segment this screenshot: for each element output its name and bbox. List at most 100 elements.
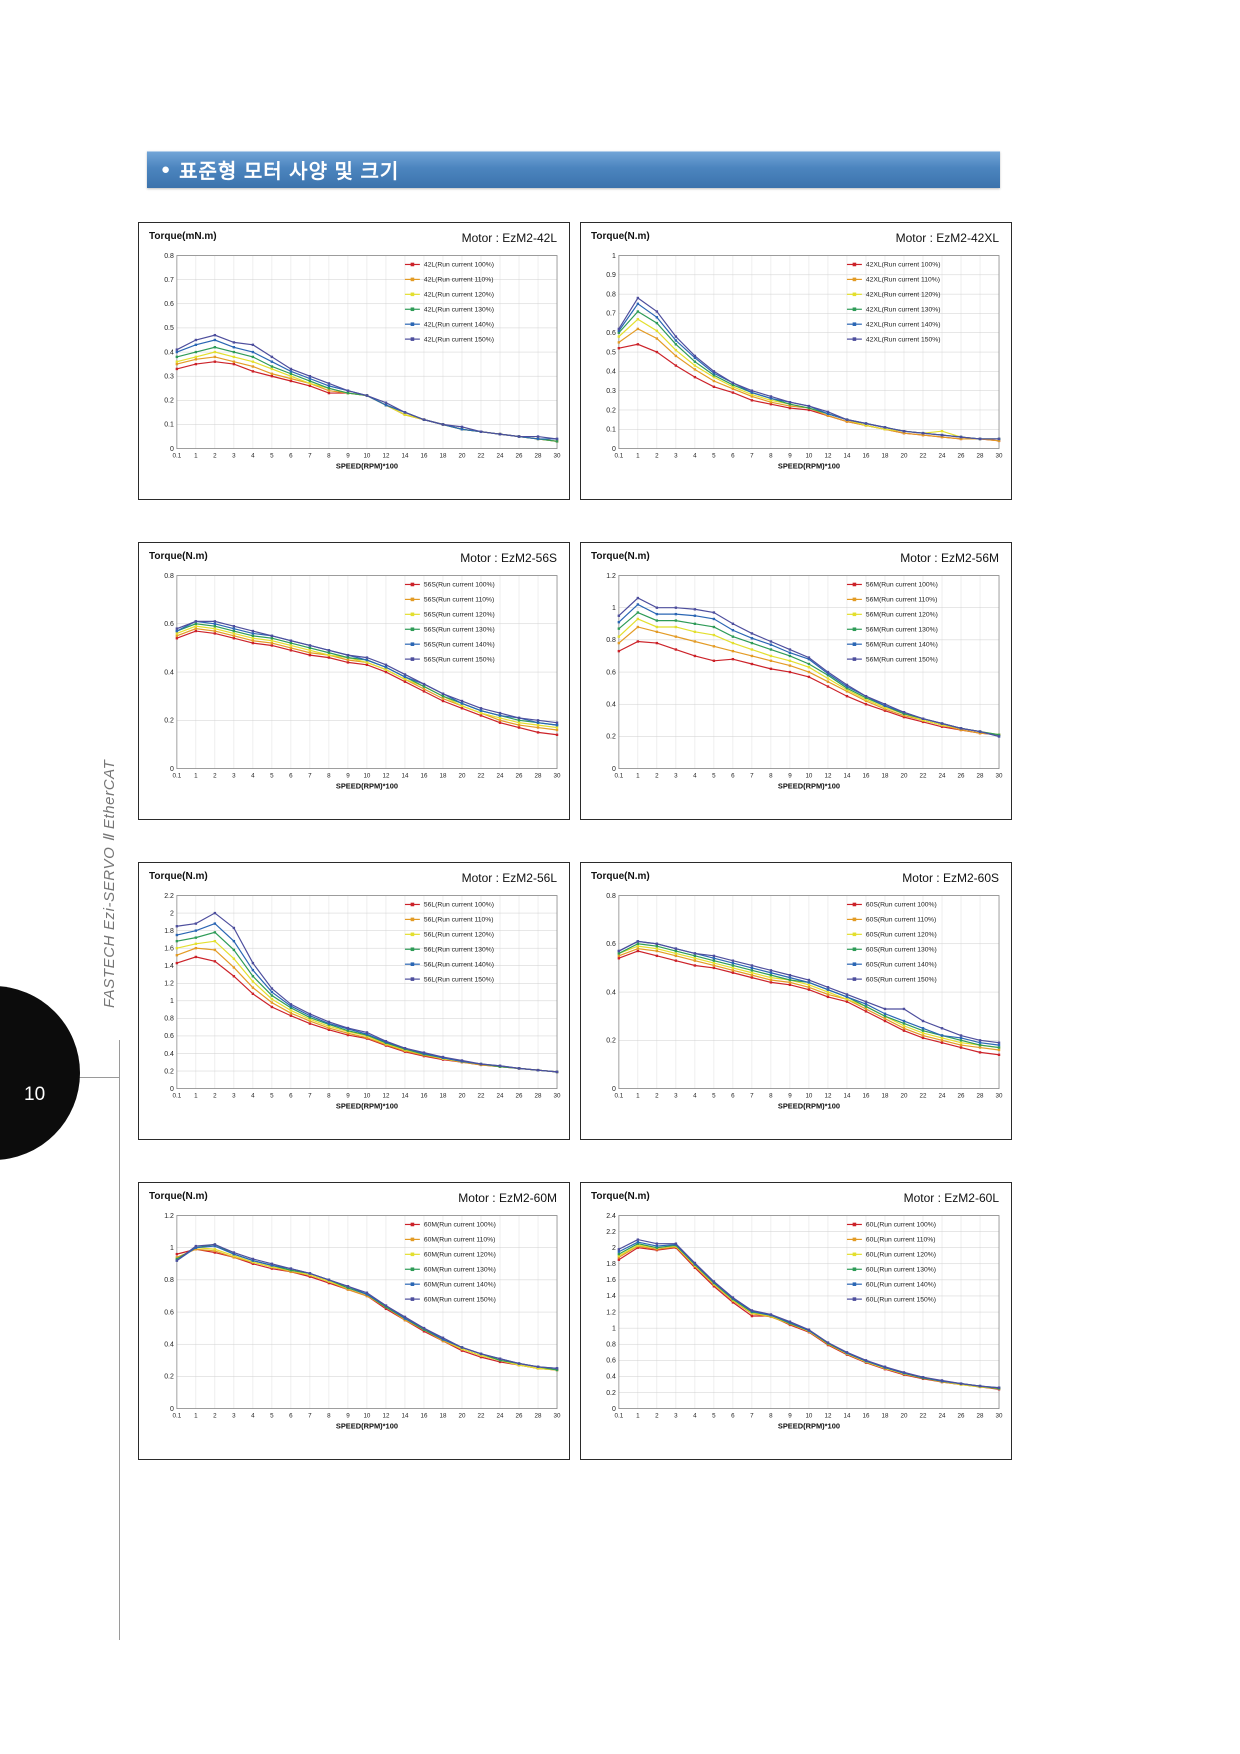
data-point-marker xyxy=(693,952,697,955)
data-point-marker xyxy=(693,364,697,367)
data-point-marker xyxy=(441,1338,445,1341)
x-tick-label: 0.1 xyxy=(615,773,624,780)
data-point-marker xyxy=(655,954,659,958)
data-point-marker xyxy=(731,622,735,625)
data-point-marker xyxy=(902,1019,906,1023)
data-point-marker xyxy=(270,639,274,642)
x-tick-label: 1 xyxy=(636,1413,640,1420)
data-point-marker xyxy=(617,335,621,338)
legend-swatch-marker xyxy=(852,947,857,952)
data-point-marker xyxy=(232,346,236,349)
data-point-marker xyxy=(517,723,521,727)
x-tick-label: 18 xyxy=(440,773,447,780)
x-tick-label: 1 xyxy=(636,1093,640,1100)
data-point-marker xyxy=(194,946,198,950)
y-axis-title: Torque(N.m) xyxy=(149,871,208,882)
chart-title: Motor : EzM2-42L xyxy=(461,231,557,245)
x-tick-label: 8 xyxy=(327,453,331,460)
x-tick-label: 14 xyxy=(401,1093,408,1100)
data-point-marker xyxy=(636,1246,640,1249)
data-point-marker xyxy=(712,617,716,621)
data-point-marker xyxy=(826,993,830,996)
y-axis-title: Torque(N.m) xyxy=(591,551,650,562)
plot-border xyxy=(176,1215,558,1409)
data-point-marker xyxy=(213,922,217,925)
data-point-marker xyxy=(807,983,811,987)
data-point-marker xyxy=(883,1365,887,1368)
data-point-marker xyxy=(213,1248,217,1251)
y-tick-label: 0 xyxy=(170,766,174,773)
data-point-marker xyxy=(845,694,849,698)
x-tick-label: 7 xyxy=(308,1413,312,1420)
data-point-marker xyxy=(479,709,483,712)
legend-swatch-marker xyxy=(410,917,415,922)
data-point-marker xyxy=(788,670,792,674)
x-tick-label: 9 xyxy=(788,1413,792,1420)
data-point-marker xyxy=(674,648,678,651)
data-point-marker xyxy=(997,437,1001,441)
data-point-marker xyxy=(365,1031,369,1034)
legend-label: 60S(Run current 120%) xyxy=(866,932,937,939)
x-tick-label: 1 xyxy=(194,453,198,460)
data-point-marker xyxy=(441,1339,445,1343)
data-point-marker xyxy=(712,1280,716,1283)
data-point-marker xyxy=(308,1019,312,1023)
data-point-marker xyxy=(308,379,312,383)
x-tick-label: 0.1 xyxy=(173,453,182,460)
data-point-marker xyxy=(365,658,369,662)
data-point-marker xyxy=(826,670,830,674)
data-point-marker xyxy=(921,431,925,435)
data-point-marker xyxy=(959,728,963,732)
x-tick-label: 24 xyxy=(497,773,504,780)
data-point-marker xyxy=(517,1067,521,1070)
data-point-marker xyxy=(384,668,388,671)
data-point-marker xyxy=(959,727,963,730)
data-point-marker xyxy=(517,1363,521,1367)
legend-label: 60L(Run current 150%) xyxy=(866,1296,936,1303)
data-point-marker xyxy=(617,1256,621,1259)
x-tick-label: 12 xyxy=(824,1413,831,1420)
data-point-marker xyxy=(636,947,640,950)
y-tick-label: 0.4 xyxy=(606,989,616,996)
data-point-marker xyxy=(845,418,849,421)
legend-swatch-marker xyxy=(852,1252,857,1257)
data-point-marker xyxy=(826,672,830,675)
data-point-marker xyxy=(731,1301,735,1304)
data-point-marker xyxy=(289,1270,293,1274)
data-point-marker xyxy=(555,1367,559,1370)
data-point-marker xyxy=(750,395,754,398)
legend-label: 42L(Run current 110%) xyxy=(424,277,494,284)
data-point-marker xyxy=(617,957,621,960)
y-tick-label: 0 xyxy=(170,446,174,453)
x-tick-label: 3 xyxy=(674,453,678,460)
data-point-marker xyxy=(251,641,255,645)
data-point-marker xyxy=(769,654,773,658)
data-point-marker xyxy=(864,1010,868,1013)
legend-swatch-marker xyxy=(852,962,857,966)
x-tick-label: 8 xyxy=(327,1413,331,1420)
data-point-marker xyxy=(655,316,659,319)
data-point-marker xyxy=(674,619,678,622)
x-tick-label: 0.1 xyxy=(173,773,182,780)
data-point-marker xyxy=(617,952,621,955)
data-point-marker xyxy=(788,401,792,404)
legend-label: 60L(Run current 100%) xyxy=(866,1222,936,1229)
data-point-marker xyxy=(959,1036,963,1040)
data-point-marker xyxy=(289,377,293,380)
data-point-marker xyxy=(845,690,849,693)
data-point-marker xyxy=(731,641,735,645)
y-tick-label: 0.8 xyxy=(164,573,174,580)
data-point-marker xyxy=(213,911,217,915)
data-point-marker xyxy=(617,346,621,350)
y-tick-label: 1.6 xyxy=(164,945,174,952)
x-tick-label: 1 xyxy=(194,1093,198,1100)
data-point-marker xyxy=(422,685,426,688)
data-point-marker xyxy=(636,327,640,331)
chart-ezm2-56l: Torque(N.m) Motor : EzM2-56L 0 0.2 0.4 0.6 0… xyxy=(138,862,570,1140)
data-point-marker xyxy=(213,622,217,625)
data-point-marker xyxy=(997,1048,1001,1052)
side-vertical-rule xyxy=(119,1040,120,1640)
data-point-marker xyxy=(251,1257,255,1261)
data-point-marker xyxy=(731,391,735,394)
legend-label: 42L(Run current 120%) xyxy=(424,292,494,299)
